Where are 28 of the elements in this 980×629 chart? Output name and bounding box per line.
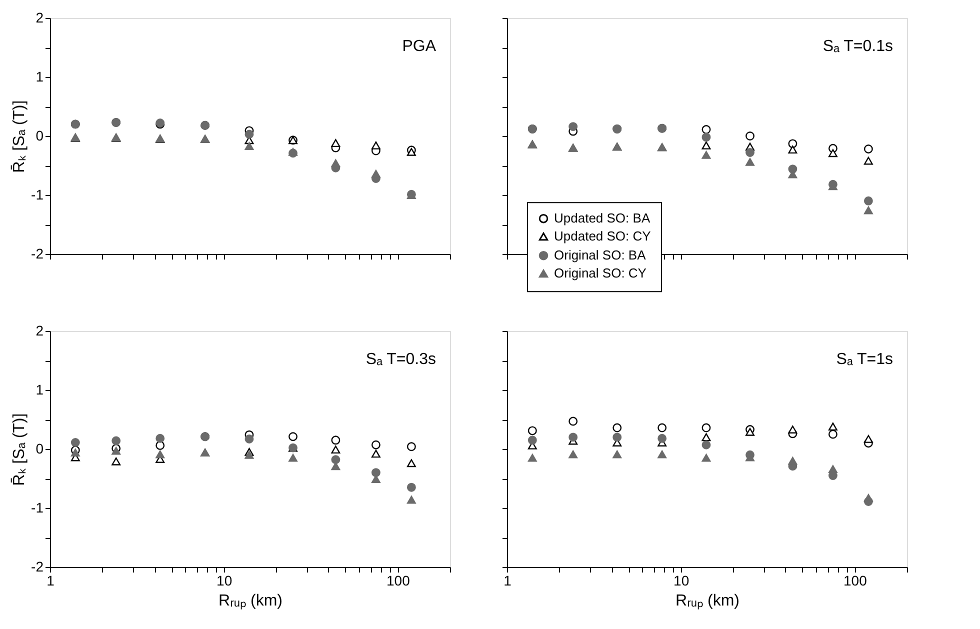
y-axis-title: R̄ₖ [Sₐ (T)] [10, 100, 28, 173]
legend-label: Original SO: CY [554, 266, 647, 281]
y-tick-label: 1 [36, 68, 44, 84]
x-tick-label: 1 [504, 572, 512, 588]
annotation: Sₐ T=0.3s [366, 351, 436, 368]
annotation: Sₐ T=0.1s [822, 38, 893, 55]
legend-label: Updated SO: BA [554, 210, 650, 226]
x-tick-label: 100 [843, 572, 868, 588]
x-tick-label: 10 [216, 572, 232, 588]
annotation: Sₐ T=1s [836, 351, 893, 368]
y-tick-label: -1 [31, 186, 44, 202]
y-tick-label: -2 [31, 246, 44, 262]
x-axis-title: Rᵣᵤₚ (km) [218, 592, 282, 610]
y-tick-label: 0 [36, 440, 44, 456]
x-tick-label: 1 [46, 572, 55, 588]
y-tick-label: -1 [31, 500, 44, 516]
y-tick-label: 0 [36, 128, 44, 144]
legend-label: Updated SO: CY [554, 228, 652, 244]
annotation: PGA [402, 38, 436, 55]
x-tick-label: 100 [386, 572, 410, 588]
y-tick-label: -2 [31, 558, 44, 574]
y-axis-title: R̄ₖ [Sₐ (T)] [10, 413, 28, 486]
y-tick-label: 2 [36, 322, 44, 338]
x-tick-label: 10 [674, 572, 690, 588]
legend-label: Original SO: BA [554, 248, 646, 263]
x-axis-title: Rᵣᵤₚ (km) [676, 592, 740, 610]
y-tick-label: 1 [36, 382, 44, 398]
y-tick-label: 2 [36, 10, 44, 26]
